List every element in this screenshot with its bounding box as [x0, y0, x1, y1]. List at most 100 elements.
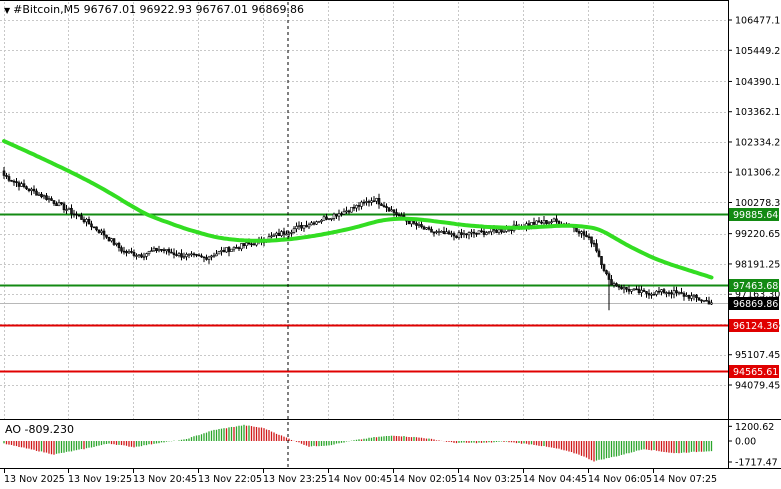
candle-body	[272, 234, 276, 237]
candle-body	[580, 231, 583, 234]
candle-body	[110, 238, 113, 242]
candle-body	[647, 293, 651, 296]
candle-body	[367, 201, 371, 203]
current-price-label: 96869.86	[733, 299, 778, 310]
price-tick-label: 95107.45	[735, 350, 780, 361]
candle-body	[627, 289, 631, 292]
candle-body	[175, 254, 178, 256]
time-tick-label: 14 Nov 03:25	[458, 474, 522, 485]
candle-body	[300, 225, 303, 229]
candle-body	[432, 231, 436, 234]
ao-tick-label: -1717.47	[735, 458, 778, 469]
candle-body	[207, 256, 211, 260]
candle-body	[477, 230, 481, 234]
ao-tick-label: 1200.62	[735, 422, 774, 433]
candle-body	[595, 243, 598, 252]
candle-body	[215, 253, 218, 257]
candle-body	[687, 295, 691, 299]
candle-body	[7, 176, 11, 181]
candle-body	[197, 254, 201, 257]
candle-body	[530, 222, 533, 226]
candle-body	[2, 170, 6, 176]
candle-body	[667, 292, 671, 294]
time-tick-label: 14 Nov 07:25	[653, 474, 717, 485]
candle-body	[665, 292, 668, 294]
candle-body	[592, 242, 596, 245]
candle-body	[480, 230, 483, 233]
chart-title: ▼ #Bitcoin,M5 96767.01 96922.93 96767.01 …	[4, 3, 304, 16]
candle-body	[642, 289, 646, 292]
candle-body	[387, 207, 391, 212]
candle-body	[445, 231, 448, 235]
candle-body	[582, 231, 586, 236]
candle-body	[650, 293, 653, 296]
current-price-box	[729, 297, 779, 310]
candle-body	[602, 264, 606, 271]
candle-body	[652, 293, 656, 296]
candle-body	[37, 193, 41, 196]
price-tick-label: 103362.15	[735, 107, 781, 118]
candle-body	[390, 209, 393, 212]
candle-body	[57, 202, 61, 207]
candle-body	[677, 292, 681, 294]
candle-body	[397, 214, 401, 216]
candle-body	[380, 203, 383, 206]
candle-body	[702, 299, 706, 302]
candle-body	[462, 233, 466, 236]
price-tick-label: 97163.30	[735, 290, 780, 301]
candle-body	[25, 186, 28, 190]
candle-body	[95, 226, 98, 231]
price-tick-label: 105449.20	[735, 46, 781, 57]
candle-body	[607, 273, 611, 280]
candle-body	[412, 220, 416, 224]
price-tick-label: 102334.20	[735, 137, 781, 148]
candle-body	[542, 220, 546, 224]
candle-body	[80, 215, 83, 220]
candle-body	[430, 228, 433, 233]
candle-body	[292, 228, 296, 233]
candle-body	[100, 230, 103, 233]
candle-body	[172, 252, 176, 255]
candle-body	[372, 200, 376, 203]
level-label: 97463.68	[733, 281, 778, 292]
time-tick-label: 13 Nov 22:05	[198, 474, 262, 485]
candle-body	[115, 242, 118, 245]
candle-body	[162, 249, 166, 252]
candle-body	[45, 195, 48, 200]
candle-body	[305, 225, 308, 228]
candle-body	[470, 231, 473, 234]
candle-body	[640, 289, 643, 293]
candle-body	[65, 209, 68, 211]
candle-body	[692, 294, 696, 297]
candle-body	[417, 224, 421, 226]
candle-body	[327, 218, 331, 220]
candle-body	[615, 283, 618, 287]
price-tick-label: 106477.15	[735, 16, 781, 27]
candle-body	[597, 250, 601, 257]
candle-body	[177, 253, 181, 256]
candle-body	[67, 207, 71, 210]
time-tick-label: 14 Nov 04:45	[523, 474, 587, 485]
candle-body	[72, 213, 76, 216]
candle-body	[222, 250, 226, 253]
candle-body	[40, 193, 43, 198]
candle-body	[392, 209, 396, 213]
candle-body	[472, 231, 476, 234]
candle-body	[202, 256, 206, 259]
candle-body	[152, 247, 156, 252]
candle-body	[680, 292, 683, 294]
candle-body	[332, 213, 336, 219]
candle-body	[135, 255, 138, 257]
candle-body	[590, 236, 593, 244]
price-tick-label: 99220.65	[735, 229, 780, 240]
candle-body	[612, 283, 616, 286]
candle-body	[655, 290, 658, 295]
candle-body	[625, 287, 628, 290]
candle-body	[700, 299, 703, 302]
candle-body	[435, 231, 438, 233]
candle-body	[415, 223, 418, 226]
level-label-box	[729, 208, 779, 221]
candle-body	[697, 297, 701, 301]
candle-body	[155, 247, 158, 252]
